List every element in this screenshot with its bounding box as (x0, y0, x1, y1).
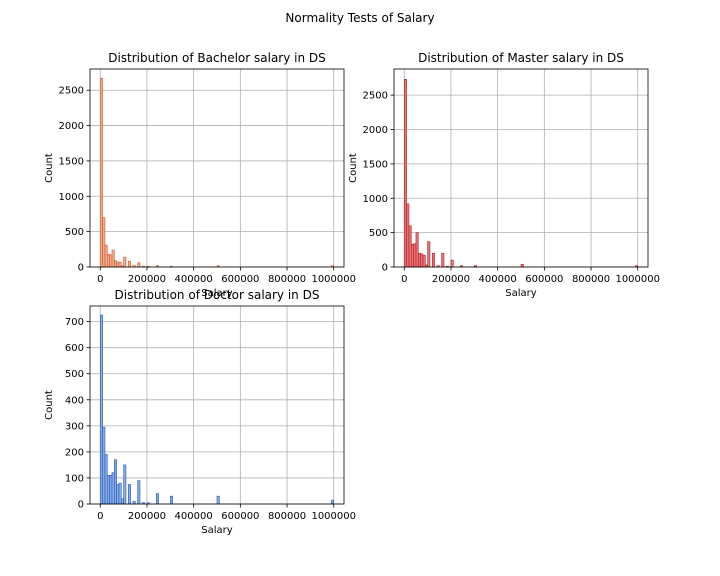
histogram-bar (170, 495, 173, 505)
y-tick-label: 1500 (363, 159, 388, 170)
histogram-bar (216, 495, 220, 505)
y-tick-label: 700 (65, 317, 84, 328)
x-tick-label: 0 (97, 511, 103, 522)
histogram-bar (113, 260, 117, 268)
x-axis-label: Salary (201, 288, 232, 299)
y-tick-label: 0 (382, 263, 388, 274)
histogram-bar (427, 241, 431, 268)
histogram-bar (111, 472, 115, 505)
histogram-bar (331, 499, 335, 505)
histogram-bar (415, 232, 419, 268)
histogram-bar (123, 464, 127, 505)
x-tick-label: 600000 (525, 274, 563, 285)
y-tick-label: 1000 (363, 194, 388, 205)
histogram-bar (156, 493, 159, 505)
histogram-bar (106, 253, 110, 268)
x-tick-label: 600000 (221, 274, 259, 285)
histogram-bar (118, 482, 122, 505)
x-tick-label: 1000000 (311, 511, 356, 522)
y-tick-label: 500 (65, 369, 84, 380)
x-tick-label: 1000000 (311, 274, 356, 285)
axes-frame (393, 68, 649, 268)
y-tick-label: 500 (369, 228, 388, 239)
histogram-bar (102, 217, 106, 268)
axes-frame (89, 305, 345, 505)
y-axis-label: Count (44, 153, 55, 183)
histogram-bar (116, 484, 120, 505)
y-tick-label: 400 (65, 395, 84, 406)
x-tick-label: 1000000 (615, 274, 660, 285)
histogram-bar (106, 475, 110, 505)
histogram-bar (441, 252, 445, 268)
histogram-bar (111, 249, 115, 268)
x-tick-label: 0 (97, 274, 103, 285)
x-tick-label: 600000 (221, 511, 259, 522)
x-tick-label: 200000 (128, 511, 166, 522)
y-tick-label: 2000 (363, 125, 388, 136)
x-tick-label: 400000 (479, 274, 517, 285)
axes-frame (89, 68, 345, 268)
histogram-bar (431, 252, 435, 268)
histogram-bar (109, 475, 113, 505)
y-tick-label: 2000 (59, 121, 84, 132)
x-tick-label: 0 (401, 274, 407, 285)
histogram-bar (127, 484, 131, 505)
y-axis-label: Count (348, 153, 359, 183)
y-tick-label: 1500 (59, 156, 84, 167)
subplot-title: Distribution of Doctor salary in DS (115, 288, 320, 302)
histogram-bar (417, 252, 421, 268)
y-tick-label: 500 (65, 227, 84, 238)
x-tick-label: 400000 (175, 274, 213, 285)
histogram-bar (520, 263, 524, 268)
x-tick-label: 200000 (432, 274, 470, 285)
histogram-bar (104, 244, 108, 268)
histogram-bar (113, 459, 117, 505)
y-tick-label: 2500 (59, 86, 84, 97)
histogram-bar (137, 262, 141, 268)
subplot-master: 0 200000 400000 600000 800000 1000000 0 500 1000… (348, 51, 660, 299)
histogram-bar (413, 243, 417, 268)
x-axis-label: Salary (505, 288, 536, 299)
y-tick-label: 1000 (59, 192, 84, 203)
x-tick-label: 800000 (268, 274, 306, 285)
y-tick-label: 300 (65, 421, 84, 432)
histogram-bar (410, 244, 414, 268)
histogram-bar (120, 498, 124, 505)
histogram-bar (422, 255, 426, 268)
x-tick-label: 400000 (175, 511, 213, 522)
histogram-bar (109, 254, 113, 268)
x-tick-label: 200000 (128, 274, 166, 285)
histogram-bar (123, 256, 127, 268)
x-tick-label: 800000 (268, 511, 306, 522)
subplot-doctor: 0 200000 400000 600000 800000 1000000 0 100 200 3… (44, 288, 356, 536)
y-tick-label: 200 (65, 447, 84, 458)
y-axis-label: Count (44, 390, 55, 420)
histogram-bar (104, 454, 108, 505)
subplot-title: Distribution of Bachelor salary in DS (108, 51, 326, 65)
subplot-bachelor: 0 200000 400000 600000 800000 1000000 0 500 1000… (44, 51, 356, 299)
histogram-bar (118, 261, 122, 268)
histogram-bar (450, 259, 454, 268)
histogram-bar (99, 314, 103, 505)
histogram-bar (99, 77, 103, 268)
y-tick-label: 2500 (363, 91, 388, 102)
x-axis-label: Salary (201, 525, 232, 536)
histogram-bar (127, 261, 131, 268)
histogram-bar (102, 426, 106, 505)
figure-suptitle: Normality Tests of Salary (285, 11, 434, 25)
y-tick-label: 600 (65, 343, 84, 354)
histogram-bar (116, 261, 120, 268)
y-tick-label: 100 (65, 473, 84, 484)
x-tick-label: 800000 (572, 274, 610, 285)
histogram-bar (408, 225, 412, 268)
histogram-bar (406, 203, 410, 268)
y-tick-label: 0 (78, 263, 84, 274)
histogram-bar (137, 480, 141, 505)
histogram-bar (403, 79, 407, 268)
y-tick-label: 0 (78, 500, 84, 511)
histogram-bar (420, 253, 424, 268)
subplot-title: Distribution of Master salary in DS (418, 51, 624, 65)
